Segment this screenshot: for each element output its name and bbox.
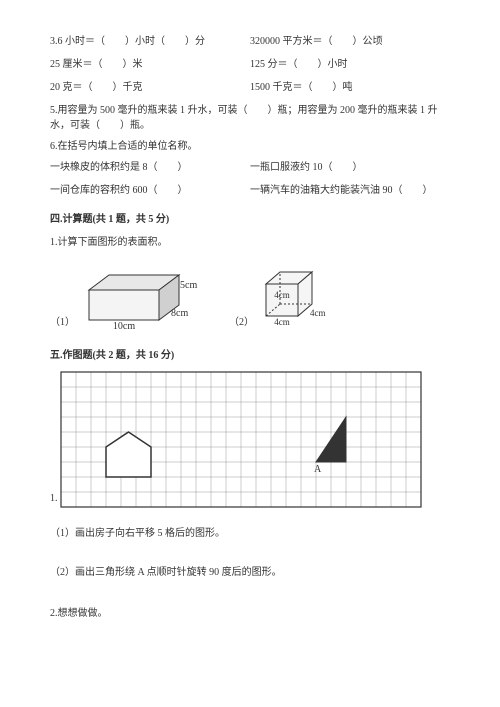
sec5-q1-num: 1. xyxy=(50,491,58,506)
svg-text:10cm: 10cm xyxy=(113,321,135,330)
conv-right: 125 分＝（ ）小时 xyxy=(250,57,450,72)
grid-figure-area: 1. A xyxy=(50,371,450,508)
svg-text:A: A xyxy=(314,464,322,475)
conv-right: 1500 千克＝（ ）吨 xyxy=(250,80,450,95)
q6-left: 一块橡皮的体积约是 8（ ） xyxy=(50,160,250,175)
sec5-sub1: （1）画出房子向右平移 5 格后的图形。 xyxy=(50,526,450,541)
q6-right: 一辆汽车的油箱大约能装汽油 90（ ） xyxy=(250,183,450,198)
cube-figure: 4cm 4cm 4cm xyxy=(258,264,328,330)
q6-right: 一瓶口服液约 10（ ） xyxy=(250,160,450,175)
cuboid-figure: 5cm 8cm 10cm xyxy=(79,260,199,330)
q6-item-row: 一块橡皮的体积约是 8（ ） 一瓶口服液约 10（ ） xyxy=(50,160,450,175)
sec4-q1: 1.计算下面图形的表面积。 xyxy=(50,235,450,250)
section-5-title: 五.作图题(共 2 题，共 16 分) xyxy=(50,348,450,363)
svg-text:5cm: 5cm xyxy=(180,280,197,291)
fig1-label: （1） xyxy=(50,315,75,330)
figure-row: （1） 5cm 8cm 10cm （2） 4cm 4cm 4cm xyxy=(50,260,450,330)
section-4-title: 四.计算题(共 1 题，共 5 分) xyxy=(50,212,450,227)
conv-left: 25 厘米＝（ ）米 xyxy=(50,57,250,72)
sec5-sub2: （2）画出三角形绕 A 点顺时针旋转 90 度后的图形。 xyxy=(50,565,450,580)
question-5: 5.用容量为 500 毫升的瓶来装 1 升水，可装（ ）瓶；用容量为 200 毫… xyxy=(50,103,450,133)
figure-2-wrap: （2） 4cm 4cm 4cm xyxy=(229,264,328,330)
svg-text:4cm: 4cm xyxy=(274,317,290,327)
svg-text:4cm: 4cm xyxy=(310,308,326,318)
conversion-row: 25 厘米＝（ ）米 125 分＝（ ）小时 xyxy=(50,57,450,72)
question-6: 6.在括号内填上合适的单位名称。 xyxy=(50,139,450,154)
sec5-q2: 2.想想做做。 xyxy=(50,606,450,621)
conversion-row: 3.6 小时＝（ ）小时（ ）分 320000 平方米＝（ ）公顷 xyxy=(50,34,450,49)
conv-left: 3.6 小时＝（ ）小时（ ）分 xyxy=(50,34,250,49)
svg-text:4cm: 4cm xyxy=(274,290,290,300)
conv-left: 20 克＝（ ）千克 xyxy=(50,80,250,95)
drawing-grid: A xyxy=(60,371,422,508)
q6-item-row: 一间仓库的容积约 600（ ） 一辆汽车的油箱大约能装汽油 90（ ） xyxy=(50,183,450,198)
conversion-row: 20 克＝（ ）千克 1500 千克＝（ ）吨 xyxy=(50,80,450,95)
q6-left: 一间仓库的容积约 600（ ） xyxy=(50,183,250,198)
conv-right: 320000 平方米＝（ ）公顷 xyxy=(250,34,450,49)
svg-text:8cm: 8cm xyxy=(171,308,188,319)
fig2-label: （2） xyxy=(229,315,254,330)
figure-1-wrap: （1） 5cm 8cm 10cm xyxy=(50,260,199,330)
